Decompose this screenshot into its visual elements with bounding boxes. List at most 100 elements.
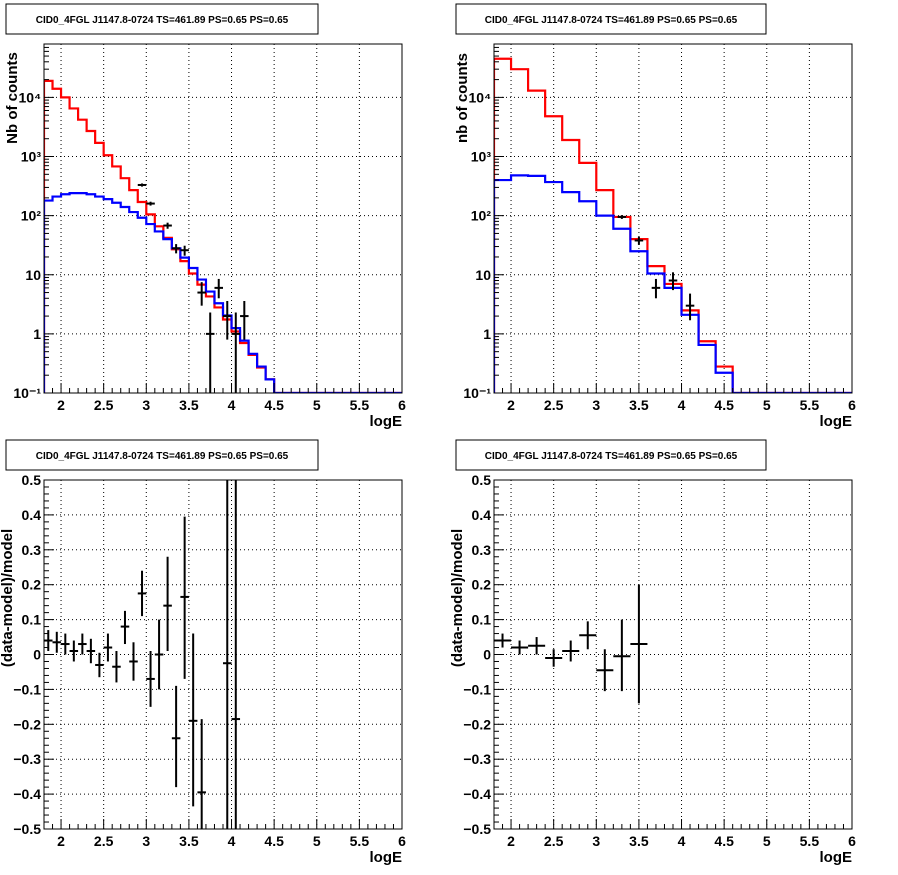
x-tick-label: 4 — [678, 833, 686, 849]
y-tick-label: 0.2 — [22, 577, 42, 593]
title-box — [5, 439, 319, 471]
y-tick-label: 0.5 — [472, 472, 492, 488]
data-point — [231, 312, 241, 393]
x-tick-label: 3.5 — [629, 397, 649, 413]
data-point — [197, 719, 206, 829]
data-point — [129, 642, 138, 681]
data-point — [630, 584, 648, 704]
x-tick-label: 2 — [57, 397, 65, 413]
y-tick-label: −0.2 — [463, 716, 491, 732]
data-point — [180, 516, 189, 679]
series-line-model-source — [44, 192, 402, 393]
chart-title: CID0_4FGL J1147.8-0724 TS=461.89 PS=0.65… — [36, 451, 289, 462]
data-point — [163, 556, 172, 652]
data-point — [61, 633, 70, 655]
data-point — [205, 312, 215, 393]
data-point — [171, 244, 181, 254]
axis-ticks — [43, 479, 403, 830]
plot-frame — [493, 43, 853, 394]
data-point — [223, 300, 232, 340]
x-tick-label: 3 — [592, 397, 600, 413]
data-point — [146, 651, 155, 707]
data-point — [171, 685, 181, 788]
x-tick-label: 3.5 — [629, 833, 649, 849]
data-point — [146, 201, 155, 206]
series-line-model-total — [494, 57, 852, 393]
plot-area — [44, 79, 402, 393]
y-tick-label: −0.4 — [13, 786, 41, 802]
x-tick-label: 2 — [57, 833, 65, 849]
y-tick-label: −0.3 — [463, 751, 491, 767]
chart-title: CID0_4FGL J1147.8-0724 TS=461.89 PS=0.65… — [485, 451, 738, 462]
y-tick-label: 0.1 — [472, 612, 492, 628]
y-tick-label: 10² — [21, 208, 42, 224]
data-point — [528, 637, 546, 655]
data-point — [562, 640, 580, 662]
data-point — [617, 215, 627, 219]
y-tick-label: −0.3 — [13, 751, 41, 767]
x-tick-label: 4.5 — [714, 833, 734, 849]
x-tick-label: 5 — [313, 397, 321, 413]
data-point — [668, 272, 678, 291]
x-axis-label: logE — [370, 849, 403, 866]
y-tick-label: 10⁻¹ — [13, 385, 41, 401]
data-point — [613, 619, 631, 692]
data-point — [78, 633, 87, 655]
data-point — [223, 480, 232, 829]
data-point — [685, 293, 695, 321]
plot-area — [494, 57, 852, 393]
grid-lines — [44, 480, 402, 829]
x-tick-label: 5 — [763, 833, 771, 849]
y-tick-label: 10⁻¹ — [463, 385, 491, 401]
y-tick-label: −0.5 — [463, 821, 491, 837]
grid-lines — [44, 44, 402, 393]
axis-ticks — [43, 43, 403, 394]
y-tick-label: 0.5 — [22, 472, 42, 488]
x-axis-label: logE — [820, 849, 853, 866]
series-line-model-total — [44, 79, 402, 393]
data-point — [651, 278, 661, 299]
title-box — [5, 3, 319, 35]
y-tick-label: 10 — [25, 267, 41, 283]
x-tick-label: 5.5 — [350, 833, 370, 849]
y-tick-label: 0.3 — [22, 542, 42, 558]
data-point — [545, 649, 563, 667]
x-axis-label: logE — [370, 413, 403, 430]
y-tick-label: 10 — [475, 267, 491, 283]
grid-lines — [494, 44, 852, 393]
data-point — [634, 236, 644, 245]
data-point — [137, 570, 147, 617]
x-tick-label: 4.5 — [264, 397, 284, 413]
plot-panel-2: 2 2.5 3 3.5 4 4.5 5 5.5 6 10⁻¹ 1 10 10² 10³ 10⁴ logE nb … — [454, 3, 856, 430]
data-point — [86, 638, 96, 664]
x-tick-label: 2.5 — [544, 833, 564, 849]
data-point — [137, 183, 147, 187]
y-tick-label: 0.4 — [22, 507, 42, 523]
x-tick-label: 2 — [507, 833, 515, 849]
y-tick-label: −0.5 — [13, 821, 41, 837]
data-point — [596, 649, 614, 692]
y-tick-label: 10⁴ — [19, 89, 42, 105]
x-tick-label: 3 — [142, 397, 150, 413]
x-tick-label: 6 — [848, 833, 856, 849]
data-point — [188, 633, 198, 807]
title-box — [455, 439, 767, 471]
plot-frame — [43, 43, 403, 394]
x-tick-label: 4 — [678, 397, 686, 413]
data-points — [44, 480, 241, 829]
y-tick-label: 10³ — [471, 149, 492, 165]
data-point — [103, 633, 113, 662]
x-tick-label: 5.5 — [350, 397, 370, 413]
y-tick-label: 1 — [483, 326, 491, 342]
y-tick-label: 0.3 — [472, 542, 492, 558]
x-tick-label: 4.5 — [714, 397, 734, 413]
data-points — [137, 183, 249, 393]
x-tick-label: 3 — [142, 833, 150, 849]
grid-lines — [494, 480, 852, 829]
y-tick-label: 10⁴ — [469, 89, 492, 105]
data-point — [231, 480, 241, 829]
data-point — [214, 278, 223, 299]
data-point — [180, 245, 189, 256]
x-tick-label: 2.5 — [544, 397, 564, 413]
plot-panel-1: 2 2.5 3 3.5 4 4.5 5 5.5 6 10⁻¹ 1 10 10² 10³ 10⁴ logE Nb … — [4, 3, 406, 430]
